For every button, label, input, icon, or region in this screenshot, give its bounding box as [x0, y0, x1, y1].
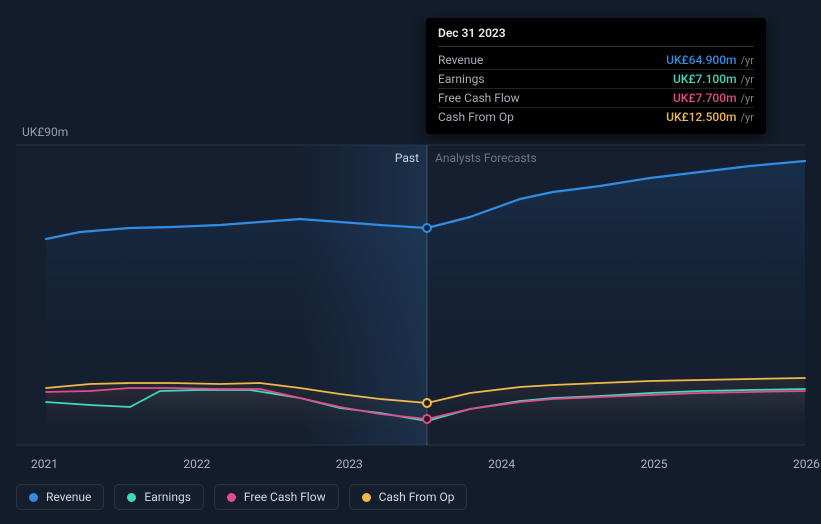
x-axis-tick-label: 2021 — [31, 457, 58, 471]
legend-label: Free Cash Flow — [244, 490, 326, 504]
x-axis-tick-label: 2023 — [336, 457, 363, 471]
x-axis-tick-label: 2024 — [488, 457, 515, 471]
tooltip-row-label: Earnings — [438, 72, 538, 86]
chart-marker — [422, 223, 432, 233]
tooltip-row: Free Cash Flow UK£7.700m/yr — [438, 89, 754, 108]
x-axis-tick-label: 2025 — [641, 457, 668, 471]
legend-dot-icon — [227, 493, 236, 502]
tooltip-row: Cash From Op UK£12.500m/yr — [438, 108, 754, 126]
tooltip-date: Dec 31 2023 — [438, 26, 754, 47]
tooltip-row: Revenue UK£64.900m/yr — [438, 51, 754, 70]
legend-label: Earnings — [144, 490, 191, 504]
chart-tooltip: Dec 31 2023 RevenueUK£64.900m/yrEarnings… — [426, 18, 766, 134]
chart-legend: Revenue Earnings Free Cash Flow Cash From O… — [16, 484, 467, 510]
tooltip-row-label: Revenue — [438, 53, 538, 67]
x-axis-tick-label: 2026 — [793, 457, 820, 471]
past-region-label: Past — [395, 151, 419, 165]
tooltip-row-unit: /yr — [741, 92, 754, 105]
legend-dot-icon — [127, 493, 136, 502]
x-axis-tick-label: 2022 — [183, 457, 210, 471]
legend-item[interactable]: Cash From Op — [349, 484, 468, 510]
tooltip-row-label: Free Cash Flow — [438, 91, 538, 105]
tooltip-row-unit: /yr — [741, 73, 754, 86]
financials-chart: Dec 31 2023 RevenueUK£64.900m/yrEarnings… — [0, 0, 821, 524]
legend-item[interactable]: Earnings — [114, 484, 204, 510]
legend-label: Revenue — [46, 490, 91, 504]
tooltip-row-unit: /yr — [741, 111, 754, 124]
tooltip-row-value: UK£7.100m — [673, 72, 737, 86]
tooltip-row-value: UK£64.900m — [666, 53, 736, 67]
tooltip-row-unit: /yr — [741, 54, 754, 67]
forecast-region-label: Analysts Forecasts — [435, 151, 537, 165]
chart-marker — [422, 398, 432, 408]
tooltip-row-value: UK£12.500m — [666, 110, 736, 124]
tooltip-row: Earnings UK£7.100m/yr — [438, 70, 754, 89]
tooltip-row-value: UK£7.700m — [673, 91, 737, 105]
legend-label: Cash From Op — [379, 490, 455, 504]
legend-dot-icon — [362, 493, 371, 502]
legend-dot-icon — [29, 493, 38, 502]
tooltip-row-label: Cash From Op — [438, 110, 538, 124]
legend-item[interactable]: Free Cash Flow — [214, 484, 339, 510]
chart-marker — [422, 414, 432, 424]
x-axis-labels: 2021 2022 2023 2024 2025 2026 — [31, 457, 820, 471]
legend-item[interactable]: Revenue — [16, 484, 104, 510]
